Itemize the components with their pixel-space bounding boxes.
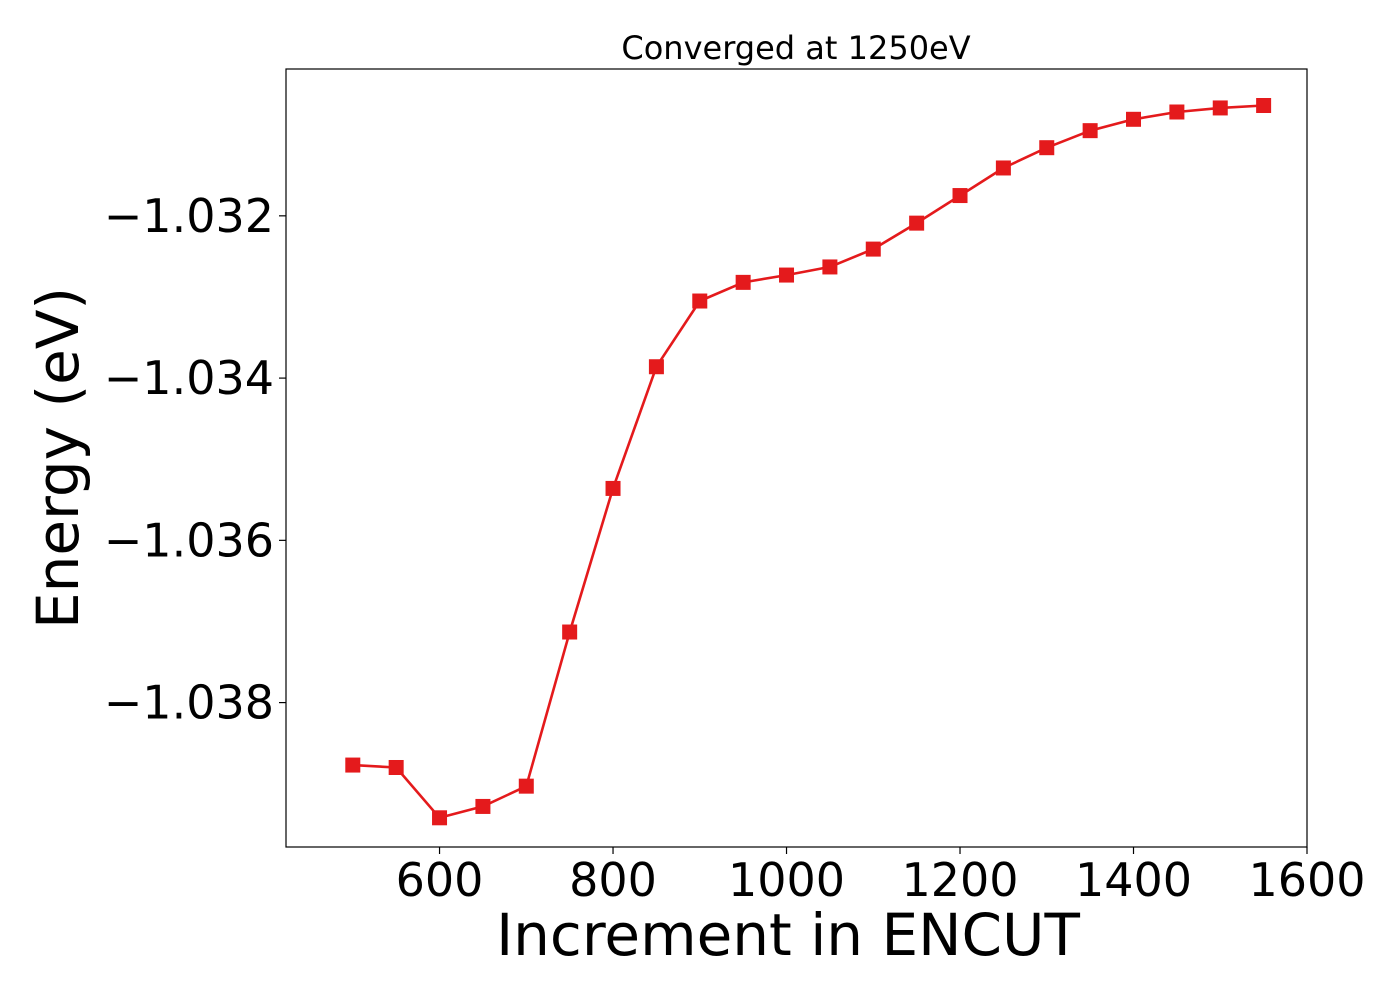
data-point-marker: [952, 188, 968, 204]
x-tick-label: 1400: [1075, 853, 1192, 907]
data-point-marker: [605, 480, 621, 496]
data-point-marker: [388, 759, 404, 775]
data-point-marker: [432, 810, 448, 826]
data-point-marker: [1039, 140, 1055, 156]
x-axis-label: Increment in ENCUT: [496, 901, 1080, 969]
y-tick-label: −1.036: [104, 513, 274, 567]
x-tick-label: 1200: [901, 853, 1018, 907]
series-layer: [345, 98, 1272, 826]
y-tick-label: −1.032: [104, 189, 274, 243]
data-point-marker: [735, 274, 751, 290]
series-line: [352, 104, 1264, 820]
data-point-marker: [1256, 98, 1272, 114]
data-point-marker: [475, 798, 491, 814]
y-tick-label: −1.038: [104, 676, 274, 730]
data-point-marker: [1082, 123, 1098, 139]
data-point-marker: [822, 259, 838, 275]
data-point-marker: [518, 778, 534, 794]
data-point-marker: [562, 624, 578, 640]
data-point-marker: [1212, 100, 1228, 116]
data-point-marker: [1126, 111, 1142, 127]
y-tick-label: −1.034: [104, 351, 274, 405]
x-axis-ticks: 600 800 1000 1200 1400 1600: [396, 847, 1366, 907]
data-point-marker: [779, 267, 795, 283]
x-tick-label: 1600: [1248, 853, 1365, 907]
data-point-marker: [692, 293, 708, 309]
data-point-marker: [995, 160, 1011, 176]
x-tick-label: 600: [396, 853, 484, 907]
data-point-marker: [345, 757, 361, 773]
y-axis-ticks: −1.032 −1.034 −1.036 −1.038: [104, 189, 286, 730]
plot-area-frame: [285, 68, 1308, 848]
data-point-marker: [1169, 104, 1185, 120]
x-tick-label: 800: [569, 853, 657, 907]
data-point-marker: [648, 359, 664, 375]
y-axis-label: Energy (eV): [24, 287, 92, 629]
chart-title: Converged at 1250eV: [621, 29, 970, 67]
data-point-marker: [865, 241, 881, 257]
data-point-marker: [909, 215, 925, 231]
x-tick-label: 1000: [728, 853, 845, 907]
